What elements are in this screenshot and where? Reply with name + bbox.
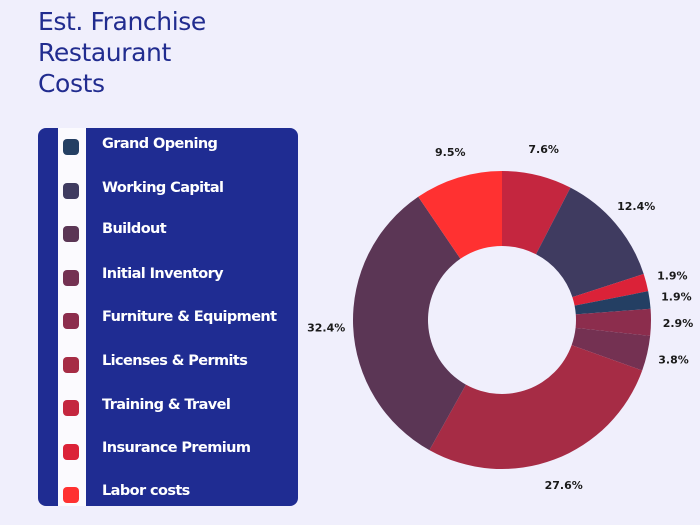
legend-item-working-capital: Working Capital [38, 176, 298, 206]
legend-item-furniture-equipment: Furniture & Equipment [38, 306, 298, 336]
legend-label: Furniture & Equipment [102, 309, 277, 325]
legend-item-training-travel: Training & Travel [38, 393, 298, 423]
legend-swatch [63, 357, 79, 373]
percent-label: 9.5% [435, 146, 466, 159]
percent-label: 27.6% [545, 479, 583, 492]
legend-label: Licenses & Permits [102, 353, 248, 369]
legend-swatch [63, 270, 79, 286]
legend-label: Insurance Premium [102, 440, 251, 456]
donut-slice-insurance-premium [572, 273, 649, 306]
legend-swatch [63, 226, 79, 242]
percent-label: 7.6% [528, 143, 559, 156]
donut-slice-working-capital [536, 187, 644, 298]
legend-label: Working Capital [102, 180, 224, 196]
legend-swatch [63, 400, 79, 416]
percent-label: 3.8% [658, 353, 689, 366]
title-line-1: Est. Franchise [38, 7, 206, 36]
donut-slice-furniture-equipment [575, 308, 651, 336]
percent-label: 1.9% [661, 290, 692, 303]
donut-slice-licenses-permits [429, 345, 643, 469]
legend-swatch [63, 183, 79, 199]
legend-swatch [63, 444, 79, 460]
legend-item-grand-opening: Grand Opening [38, 132, 298, 162]
legend-item-licenses-permits: Licenses & Permits [38, 349, 298, 379]
percent-label: 32.4% [307, 322, 345, 335]
legend-label: Labor costs [102, 483, 190, 499]
legend-swatch [63, 313, 79, 329]
legend-label: Buildout [102, 221, 167, 237]
percent-label: 2.9% [663, 317, 694, 330]
donut-slice-labor-costs [418, 171, 502, 259]
legend-item-buildout: Buildout [38, 218, 298, 248]
percent-label: 12.4% [617, 200, 655, 213]
donut-percent-labels: 7.6% 12.4% 1.9% 1.9% 2.9% 3.8% 27.6% 32.4% 9.5% [307, 143, 693, 492]
legend-swatch [63, 487, 79, 503]
legend-swatch [63, 139, 79, 155]
title-line-3: Costs [38, 69, 105, 98]
donut-slice-grand-opening [574, 291, 651, 315]
donut-slice-training-travel [502, 171, 571, 255]
legend-label: Grand Opening [102, 136, 218, 152]
title-line-2: Restaurant [38, 38, 171, 67]
donut-slices [353, 171, 651, 469]
donut-slice-buildout [353, 196, 466, 451]
percent-label: 1.9% [657, 270, 688, 283]
legend-item-insurance-premium: Insurance Premium [38, 436, 298, 466]
legend-label: Training & Travel [102, 397, 231, 413]
chart-legend: Grand Opening Working Capital Buildout I… [38, 128, 298, 506]
donut-slice-initial-inventory [571, 327, 651, 371]
legend-label: Initial Inventory [102, 266, 224, 282]
legend-item-initial-inventory: Initial Inventory [38, 262, 298, 292]
page-title: Est. Franchise Restaurant Costs [38, 6, 278, 99]
legend-item-labor-costs: Labor costs [38, 480, 298, 506]
